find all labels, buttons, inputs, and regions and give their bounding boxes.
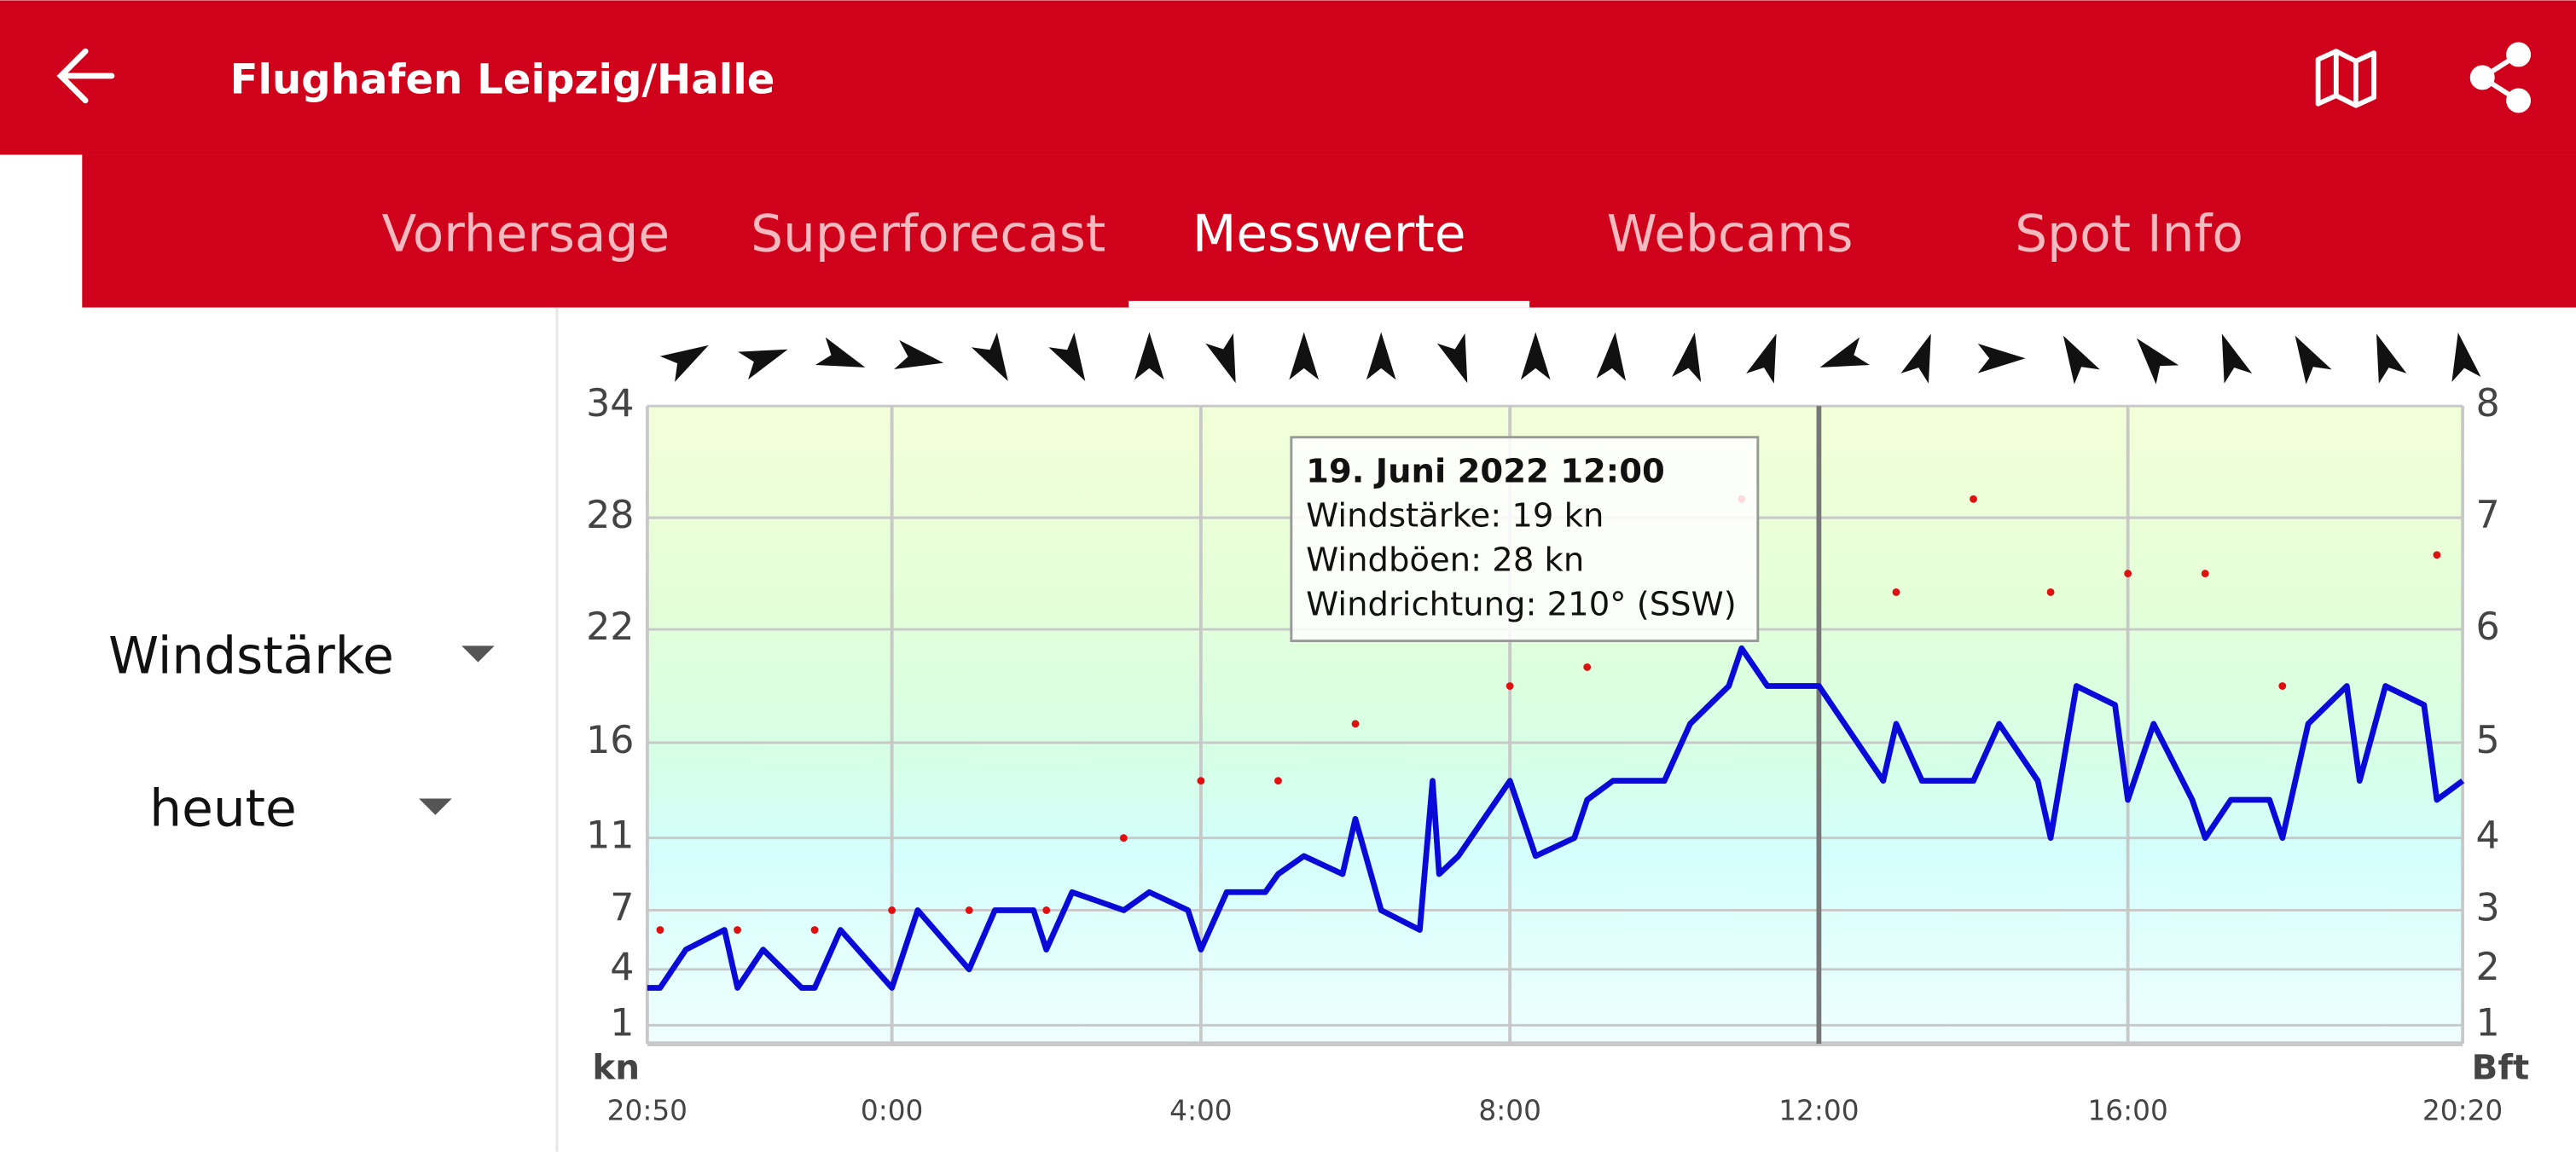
- y2-tick-label: 6: [2476, 605, 2500, 649]
- x-tick-label: 12:00: [1778, 1094, 1859, 1126]
- direction-arrow: [738, 349, 788, 380]
- gust-dot: [1506, 682, 1514, 690]
- tab[interactable]: Superforecast: [751, 205, 1105, 263]
- x-tick-label: 8:00: [1478, 1094, 1541, 1126]
- tab[interactable]: Vorhersage: [382, 205, 670, 263]
- gust-dot: [734, 926, 741, 934]
- y2-tick-label: 3: [2476, 886, 2500, 929]
- tab[interactable]: Messwerte: [1192, 205, 1466, 263]
- y-tick-label: 16: [586, 719, 634, 762]
- gust-dot: [2046, 588, 2055, 596]
- y-unit: kn: [592, 1046, 640, 1087]
- back-button[interactable]: [56, 48, 115, 104]
- direction-arrow: [1746, 333, 1777, 384]
- tooltip-line: Windstärke: 19 kn: [1306, 497, 1604, 535]
- y2-tick-label: 2: [2476, 946, 2500, 989]
- wind-line: [647, 645, 2465, 991]
- direction-arrow: [894, 339, 944, 370]
- dropdown-icon[interactable]: [419, 798, 452, 815]
- y2-tick-label: 5: [2476, 719, 2500, 762]
- direction-arrow: [1520, 332, 1551, 380]
- direction-arrow: [659, 344, 709, 382]
- gust-dot: [1119, 834, 1128, 842]
- measure-select[interactable]: Windstärke: [108, 627, 394, 686]
- tooltip-line: Windrichtung: 210° (SSW): [1306, 586, 1737, 624]
- tab-bar: [82, 154, 2576, 308]
- direction-arrow: [1048, 332, 1086, 381]
- direction-arrow: [1436, 333, 1468, 384]
- tab[interactable]: Webcams: [1607, 205, 1854, 263]
- tab-indicator: [1128, 300, 1530, 308]
- y-tick-label: 28: [586, 494, 634, 537]
- gust-dot: [1351, 720, 1360, 728]
- gust-dot: [888, 906, 896, 914]
- direction-arrow: [1289, 332, 1320, 380]
- gust-dot: [2201, 570, 2209, 578]
- gust-dot: [2124, 570, 2132, 578]
- direction-arrow: [815, 337, 866, 368]
- title: Flughafen Leipzig/Halle: [230, 56, 775, 104]
- y-tick-label: 1: [610, 1001, 634, 1045]
- y-tick-label: 34: [586, 382, 634, 425]
- y-tick-label: 7: [610, 886, 634, 929]
- tooltip-box: [1290, 436, 1760, 643]
- tooltip-line: Windböen: 28 kn: [1306, 541, 1584, 580]
- x-tick-label: 0:00: [861, 1094, 924, 1126]
- y2-tick-label: 4: [2476, 814, 2500, 858]
- gust-dot: [1970, 495, 1977, 503]
- gust-dot: [1274, 777, 1282, 785]
- gust-dot: [965, 906, 973, 914]
- gust-dot: [1892, 588, 1900, 596]
- x-tick-label: 4:00: [1169, 1094, 1233, 1126]
- direction-arrow: [2137, 338, 2179, 385]
- direction-arrow: [2295, 335, 2332, 385]
- y-tick-label: 11: [586, 814, 634, 858]
- direction-arrow: [1672, 332, 1702, 382]
- direction-arrow: [2221, 333, 2253, 384]
- y2-tick-label: 8: [2476, 382, 2500, 425]
- share-button[interactable]: [2469, 42, 2532, 113]
- direction-arrow: [1819, 337, 1870, 368]
- tab[interactable]: Spot Info: [2015, 205, 2243, 263]
- gust-dot: [1583, 663, 1592, 671]
- direction-arrow: [971, 332, 1008, 381]
- direction-arrow: [1900, 333, 1931, 384]
- direction-arrow: [1596, 332, 1627, 381]
- y-tick-label: 4: [610, 946, 634, 989]
- direction-arrow: [1205, 333, 1236, 384]
- y2-tick-label: 1: [2476, 1001, 2500, 1045]
- tooltip-title: 19. Juni 2022 12:00: [1306, 453, 1665, 491]
- dropdown-icon[interactable]: [461, 645, 495, 663]
- map-button[interactable]: [2315, 49, 2376, 108]
- direction-arrow: [2063, 335, 2100, 385]
- direction-arrow: [1366, 332, 1396, 380]
- x-tick-label: 20:50: [607, 1094, 688, 1126]
- gust-dot: [810, 926, 819, 934]
- y2-unit: Bft: [2472, 1046, 2530, 1087]
- x-tick-label: 20:20: [2422, 1094, 2503, 1126]
- gust-dot: [2278, 682, 2287, 690]
- gust-dot: [1042, 906, 1051, 914]
- app-bar: [0, 0, 2576, 155]
- y-tick-label: 22: [586, 605, 634, 649]
- x-tick-label: 16:00: [2087, 1094, 2167, 1126]
- y2-tick-label: 7: [2476, 494, 2500, 537]
- direction-arrow: [2451, 332, 2481, 382]
- gust-dot: [1197, 777, 1205, 785]
- gust-dot: [656, 926, 664, 934]
- direction-arrow: [2376, 333, 2407, 384]
- period-select[interactable]: heute: [149, 779, 297, 838]
- direction-arrow: [1134, 332, 1164, 380]
- gust-dot: [2433, 551, 2441, 559]
- direction-arrow: [1977, 343, 2026, 373]
